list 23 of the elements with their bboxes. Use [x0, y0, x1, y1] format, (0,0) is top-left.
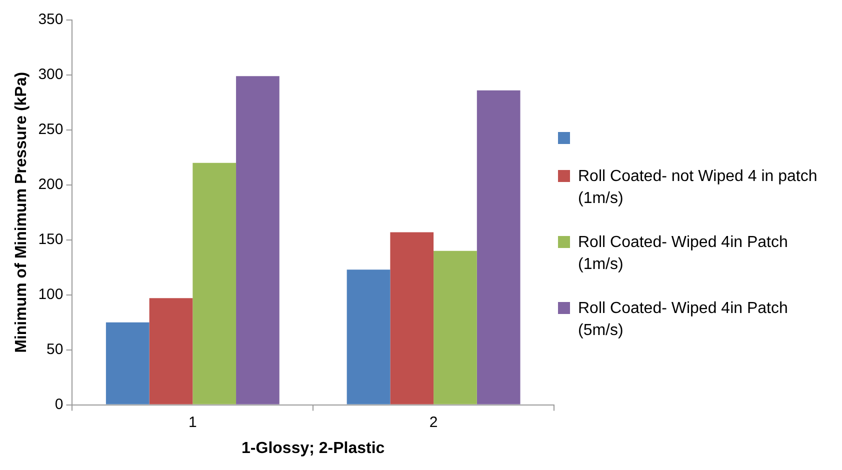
- legend-label: Roll Coated- Wiped 4in Patch (1m/s): [578, 233, 789, 275]
- x-tick-label: 2: [429, 414, 438, 431]
- y-axis-title: Minimum of Minimum Pressure (kPa): [13, 72, 30, 353]
- bar: [476, 90, 520, 404]
- y-tick-label: 350: [38, 11, 64, 28]
- bar: [192, 162, 236, 404]
- y-tick-label: 100: [38, 286, 64, 303]
- y-tick-label: 200: [38, 176, 64, 194]
- y-tick-label: 250: [38, 121, 64, 138]
- y-tick-label: 50: [46, 340, 64, 358]
- legend-label: Roll Coated- Wiped 4in Patch (5m/s): [578, 299, 789, 341]
- bar: [390, 232, 434, 404]
- legend-label: Roll Coated- not Wiped 4 in patch (1m/s): [578, 167, 818, 209]
- y-tick-label: 150: [38, 231, 64, 248]
- bar: [106, 322, 150, 404]
- bar: [434, 250, 477, 404]
- bar: [149, 298, 193, 404]
- y-tick-label: 300: [38, 66, 64, 84]
- x-tick-label: 1: [188, 414, 197, 431]
- y-tick-label: 0: [54, 396, 64, 413]
- bar: [346, 270, 390, 404]
- bar: [236, 76, 280, 404]
- x-axis-title: 1-Glossy; 2-Plastic: [242, 440, 385, 457]
